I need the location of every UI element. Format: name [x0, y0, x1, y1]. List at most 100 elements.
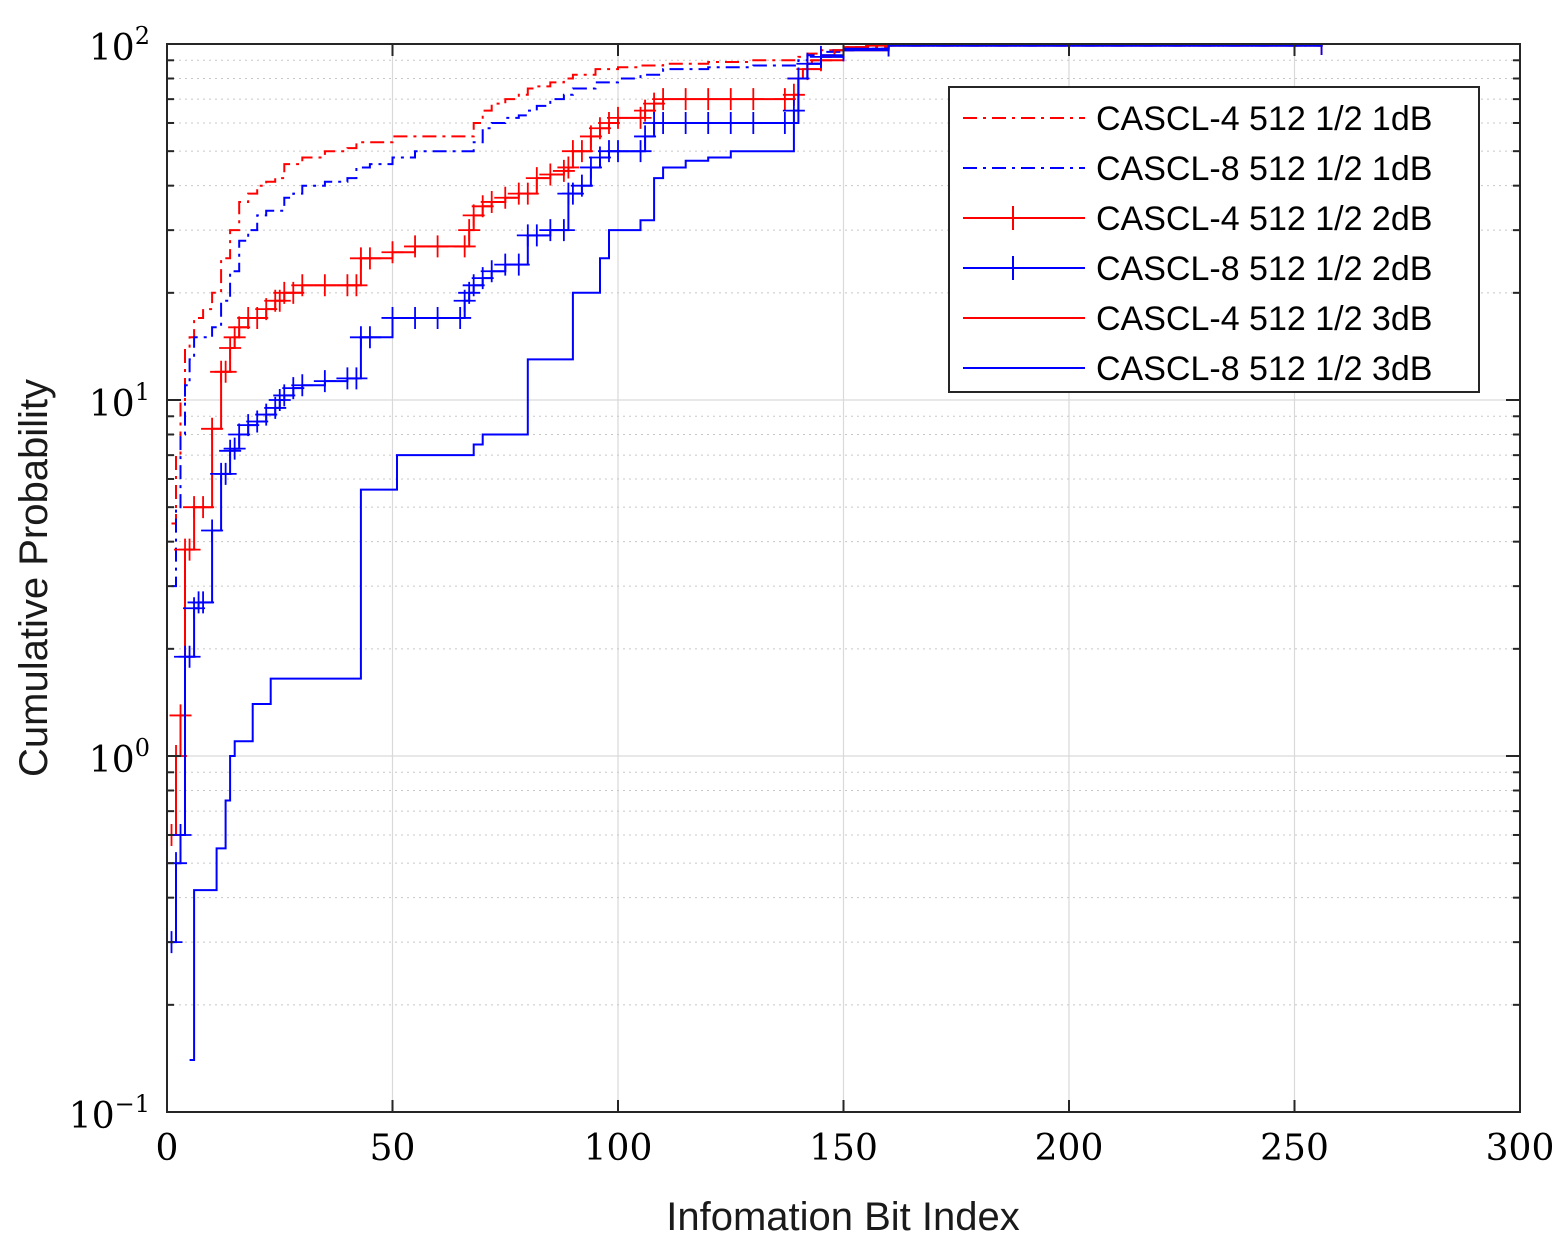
- data-point: [588, 146, 611, 169]
- data-point: [643, 92, 666, 115]
- legend-box: [948, 86, 1480, 393]
- data-point: [291, 274, 314, 297]
- data-point: [462, 204, 485, 227]
- data-point: [507, 253, 530, 276]
- data-point: [219, 439, 242, 462]
- data-point: [453, 235, 476, 258]
- data-point: [426, 306, 449, 329]
- x-tick-label: 50: [370, 1128, 416, 1169]
- data-point: [480, 260, 503, 283]
- data-point: [697, 88, 720, 111]
- data-point: [588, 117, 611, 140]
- data-point: [381, 241, 404, 264]
- x-tick-label: 250: [1260, 1128, 1329, 1169]
- data-point: [345, 274, 368, 297]
- data-point: [697, 111, 720, 134]
- data-point: [358, 326, 381, 349]
- data-point: [570, 140, 593, 163]
- data-point: [268, 389, 291, 411]
- y-tick-labels: 10−1 100 101 102: [69, 22, 150, 1137]
- data-point: [169, 704, 192, 727]
- data-point: [674, 88, 697, 111]
- y-tick-label: 101: [89, 378, 150, 425]
- legend-label-4: CASCL-8 512 1/2 2dB: [1096, 250, 1432, 288]
- data-point: [404, 306, 427, 329]
- data-point: [480, 190, 503, 213]
- data-point: [237, 414, 260, 437]
- data-point: [719, 111, 742, 134]
- data-point: [516, 182, 539, 205]
- data-point: [494, 186, 517, 209]
- data-point: [381, 306, 404, 329]
- data-point: [742, 88, 765, 111]
- data-point: [539, 163, 562, 186]
- data-point: [773, 111, 796, 134]
- data-point: [282, 377, 305, 400]
- data-point: [192, 496, 215, 519]
- legend-label-1: CASCL-4 512 1/2 1dB: [1096, 100, 1432, 138]
- data-point: [597, 111, 620, 134]
- data-point: [223, 326, 246, 349]
- data-point: [552, 159, 575, 182]
- data-point: [201, 519, 224, 542]
- data-point: [607, 106, 629, 129]
- data-point: [255, 298, 278, 321]
- data-point: [629, 140, 652, 163]
- data-point: [192, 591, 215, 614]
- legend-label-3: CASCL-4 512 1/2 2dB: [1096, 200, 1432, 238]
- legend: CASCL-4 512 1/2 1dB CASCL-8 512 1/2 1dB CA…: [948, 86, 1480, 393]
- data-point: [358, 247, 381, 270]
- data-point: [291, 374, 314, 397]
- data-point: [201, 417, 224, 440]
- series-layer: [167, 44, 1333, 1061]
- x-tick-labels: 0 50 100 150 200 250 300: [156, 1128, 1555, 1169]
- legend-label-2: CASCL-8 512 1/2 1dB: [1096, 150, 1432, 188]
- data-point: [579, 156, 602, 179]
- y-axis-title: Cumulative Probability: [12, 379, 56, 777]
- x-tick-label: 300: [1486, 1128, 1555, 1169]
- data-point: [183, 597, 206, 620]
- data-point: [228, 316, 251, 339]
- x-tick-label: 0: [156, 1128, 179, 1169]
- data-point: [552, 219, 575, 242]
- legend-label-6: CASCL-8 512 1/2 3dB: [1096, 350, 1432, 388]
- data-point: [557, 156, 580, 179]
- data-point: [214, 360, 237, 383]
- data-point: [246, 306, 269, 329]
- data-point: [313, 274, 336, 297]
- legend-label-5: CASCL-4 512 1/2 3dB: [1096, 300, 1432, 338]
- data-point: [458, 219, 481, 242]
- data-point: [313, 370, 336, 393]
- y-tick-label: 100: [89, 734, 150, 781]
- ticks: [166, 43, 1521, 1113]
- data-point: [228, 423, 251, 446]
- data-point: [214, 462, 237, 485]
- data-point: [674, 111, 697, 134]
- x-tick-label: 150: [809, 1128, 878, 1169]
- data-point: [1310, 44, 1333, 55]
- y-tick-label: 102: [89, 22, 150, 69]
- y-tick-label: 10−1: [69, 1090, 150, 1137]
- data-point: [652, 111, 675, 134]
- data-point: [782, 99, 805, 122]
- data-point: [178, 538, 201, 561]
- data-point: [345, 367, 368, 390]
- data-point: [634, 125, 657, 148]
- data-point: [525, 224, 548, 247]
- series-line-6: [189, 44, 1323, 1061]
- x-tick-label: 100: [584, 1128, 653, 1169]
- data-point: [404, 235, 427, 258]
- series-markers-4: [167, 44, 1333, 954]
- data-point: [219, 336, 242, 359]
- data-point: [223, 437, 246, 460]
- x-tick-label: 200: [1035, 1128, 1104, 1169]
- data-point: [178, 645, 201, 668]
- series-markers-3: [167, 44, 1333, 846]
- data-point: [471, 195, 494, 218]
- data-point: [719, 88, 742, 111]
- data-point: [652, 88, 675, 111]
- data-point: [742, 111, 765, 134]
- data-point: [449, 306, 472, 329]
- x-axis-title: Infomation Bit Index: [666, 1195, 1020, 1239]
